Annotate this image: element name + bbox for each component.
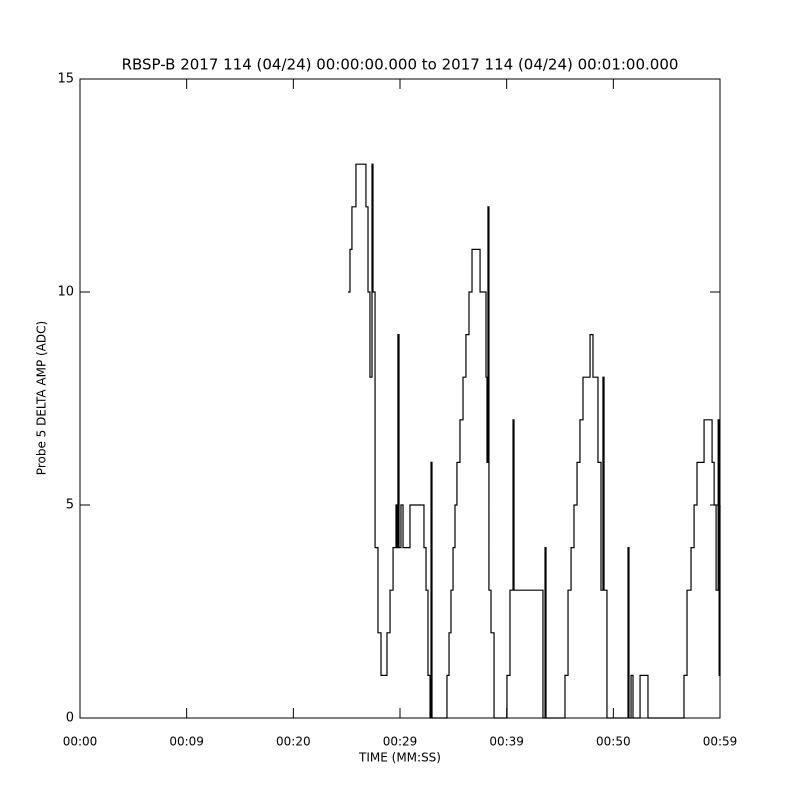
data-line bbox=[347, 163, 721, 719]
x-tick-label: 00:29 bbox=[383, 735, 418, 749]
x-tick-label: 00:09 bbox=[169, 735, 204, 749]
chart-title: RBSP-B 2017 114 (04/24) 00:00:00.000 to … bbox=[122, 56, 679, 74]
y-tick-label: 0 bbox=[66, 711, 74, 726]
y-axis-label: Probe 5 DELTA AMP (ADC) bbox=[35, 321, 49, 475]
y-tick-label: 10 bbox=[57, 285, 74, 300]
y-tick-label: 15 bbox=[57, 72, 74, 87]
x-tick-label: 00:00 bbox=[63, 735, 98, 749]
y-tick-label: 5 bbox=[66, 498, 74, 513]
x-axis-label: TIME (MM:SS) bbox=[358, 751, 441, 765]
x-tick-label: 00:59 bbox=[703, 735, 738, 749]
x-tick-label: 00:20 bbox=[276, 735, 311, 749]
x-tick-label: 00:39 bbox=[489, 735, 524, 749]
x-tick-label: 00:50 bbox=[596, 735, 631, 749]
